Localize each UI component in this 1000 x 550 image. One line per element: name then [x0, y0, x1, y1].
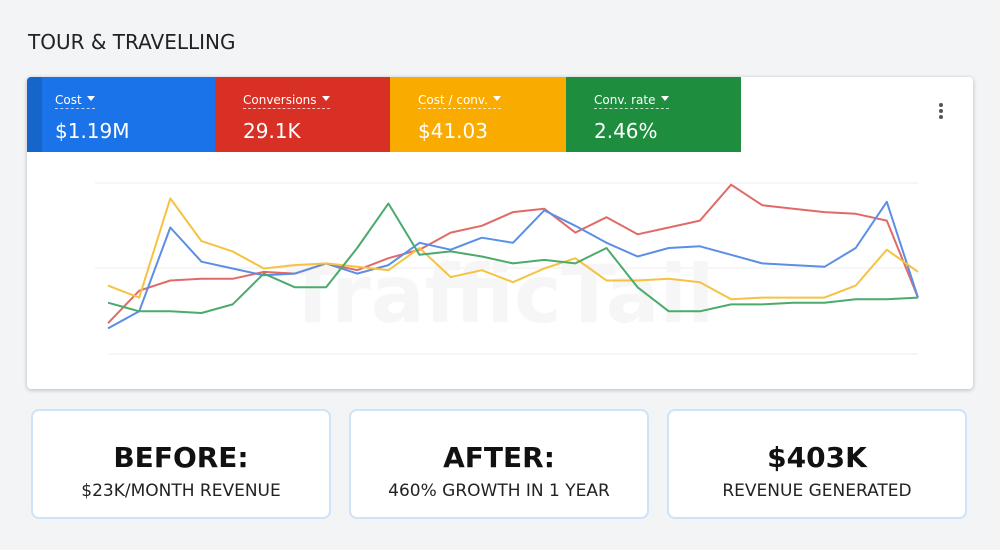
menu-button[interactable]	[939, 103, 943, 121]
line-series	[107, 200, 919, 330]
metric-label: Cost	[55, 93, 95, 109]
metric-value: 29.1K	[243, 119, 301, 143]
metric-value: $41.03	[418, 119, 488, 143]
stat-heading: $403K	[767, 441, 867, 474]
metric-label: Conv. rate	[594, 93, 669, 109]
metric-value: 2.46%	[594, 119, 658, 143]
line-series	[107, 202, 919, 314]
metric-label: Cost / conv.	[418, 93, 501, 109]
metric-tab[interactable]: Cost / conv. $41.03	[390, 77, 566, 152]
chart-card: Cost $1.19M Conversions 29.1K Cost / conv. $4…	[27, 77, 973, 389]
stat-text: REVENUE GENERATED	[722, 481, 912, 501]
stat-text: $23K/MONTH REVENUE	[81, 481, 281, 501]
metric-value: $1.19M	[55, 119, 130, 143]
stat-card: BEFORE: $23K/MONTH REVENUE	[31, 409, 331, 519]
page-title: TOUR & TRAVELLING	[28, 30, 236, 54]
metric-label: Conversions	[243, 93, 330, 109]
stat-card: AFTER: 460% GROWTH IN 1 YEAR	[349, 409, 649, 519]
metric-tab[interactable]: Conv. rate 2.46%	[566, 77, 741, 152]
stat-heading: BEFORE:	[113, 441, 249, 474]
stat-heading: AFTER:	[443, 441, 555, 474]
metric-tab[interactable]: Cost $1.19M	[27, 77, 215, 152]
watermark: TrafficTail	[286, 248, 715, 341]
stat-text: 460% GROWTH IN 1 YEAR	[388, 481, 610, 501]
line-series	[107, 197, 919, 301]
line-series	[107, 183, 919, 324]
stat-card: $403K REVENUE GENERATED	[667, 409, 967, 519]
metric-tab[interactable]: Conversions 29.1K	[215, 77, 390, 152]
